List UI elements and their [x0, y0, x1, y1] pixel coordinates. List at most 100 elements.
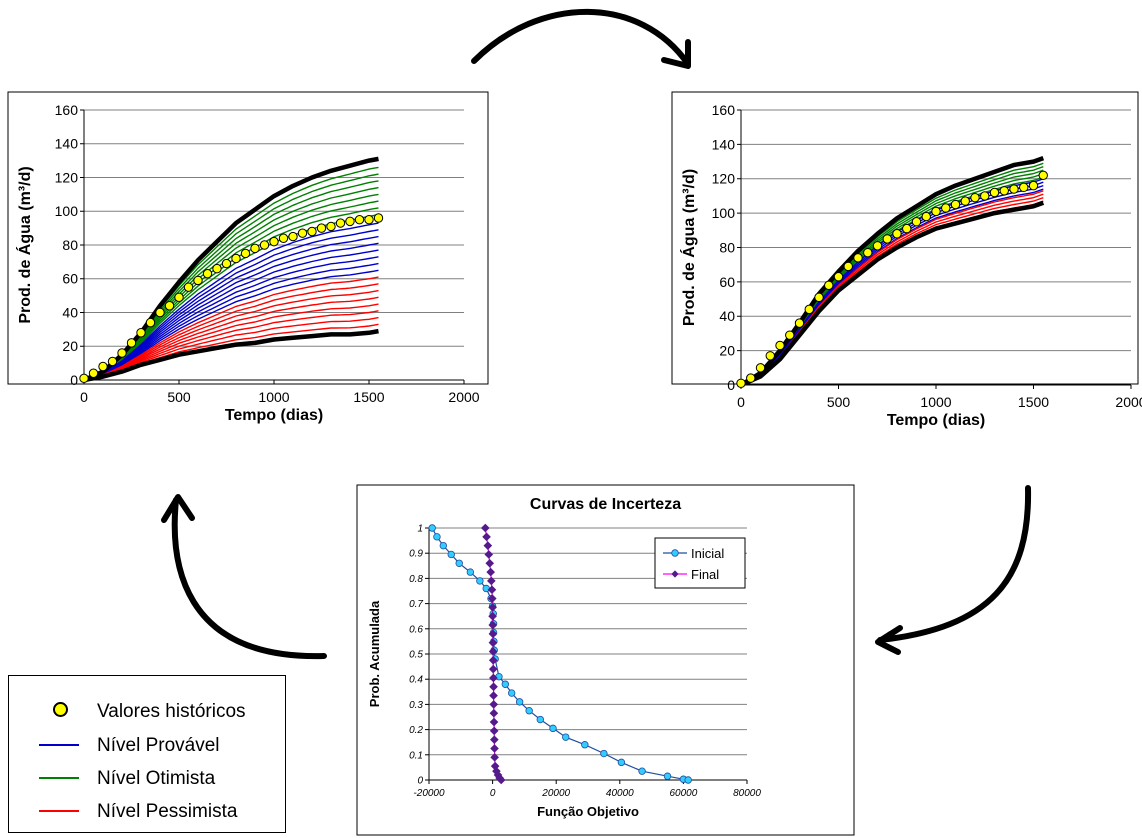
historical-point [794, 318, 805, 328]
final-point [489, 726, 499, 736]
chart-bottom: 00.10.20.30.40.50.60.70.80.91-20000 0 2000… [356, 484, 855, 836]
y-tick-label: 0 [70, 372, 78, 388]
chart-title: Curvas de Incerteza [530, 496, 681, 513]
legend-item-historical: Valores históricos [9, 698, 285, 728]
final-point [489, 717, 499, 727]
y-tick-label: 80 [62, 237, 78, 253]
x-tick-label: 2000 [448, 389, 479, 405]
historical-point [921, 211, 931, 222]
final-point [483, 541, 493, 550]
final-point [490, 753, 499, 762]
historical-point [126, 338, 137, 348]
scenario-curve [83, 303, 379, 381]
historical-point [911, 217, 922, 227]
scenario-curve [83, 242, 379, 381]
historical-point [872, 241, 883, 251]
inicial-point [439, 541, 448, 550]
historical-point [79, 373, 89, 384]
historical-point [833, 272, 844, 282]
historical-point [202, 268, 213, 279]
historical-point [765, 351, 775, 361]
y-tick-label: 0.6 [409, 624, 423, 635]
y-tick-label: 40 [719, 308, 735, 324]
scenario-curve [83, 262, 379, 381]
inicial-point [600, 749, 608, 758]
y-tick-label: 1 [417, 524, 423, 535]
historical-point [259, 240, 270, 250]
historical-point [863, 247, 873, 258]
legend-label: Valores históricos [97, 701, 246, 722]
inicial-point [447, 550, 455, 559]
final-point [490, 735, 499, 744]
historical-point [804, 304, 814, 315]
y-tick-label: 160 [712, 102, 736, 118]
arrow-right-icon-head [875, 625, 903, 655]
inicial-point [433, 533, 441, 541]
y-tick-label: 0.5 [409, 650, 423, 661]
y-axis-label: Prob. Acumulada [367, 600, 382, 707]
historical-point [989, 187, 1000, 198]
arrow-top-icon-head [661, 39, 691, 69]
scenario-curve [83, 289, 379, 381]
scenario-curve [83, 296, 379, 381]
final-point [488, 655, 498, 665]
historical-point [1019, 182, 1029, 193]
x-tick-label: 80000 [733, 788, 761, 799]
y-tick-label: 100 [55, 203, 79, 219]
historical-point [824, 280, 834, 291]
chart-left: 0 20 40 60 80 100 120 140 160 0 500 1000 1500 2000 Tem… [7, 91, 489, 424]
historical-marker-icon [53, 702, 68, 717]
y-tick-label: 60 [719, 274, 735, 290]
y-tick-label: 20 [719, 343, 735, 359]
inicial-point [684, 776, 692, 784]
historical-point [240, 248, 251, 259]
inicial-point [638, 767, 646, 775]
scenario-curve [83, 269, 379, 381]
historical-point [107, 356, 118, 367]
x-tick-label: 1500 [353, 389, 384, 405]
historical-point [980, 191, 990, 201]
y-tick-label: 100 [712, 205, 736, 221]
final-point [486, 567, 495, 577]
historical-point [814, 292, 824, 303]
y-tick-label: 120 [55, 169, 79, 185]
historical-point [843, 261, 853, 272]
y-tick-label: 80 [719, 239, 735, 255]
historical-point [892, 229, 902, 239]
historical-point [145, 317, 156, 328]
legend-series-label: Inicial [691, 546, 724, 561]
historical-point [902, 223, 912, 234]
historical-point [221, 258, 232, 269]
scenario-curve [83, 256, 379, 381]
historical-point [297, 228, 308, 238]
inicial-point [428, 524, 436, 532]
final-point [482, 532, 491, 542]
inicial-point [617, 758, 626, 767]
historical-point [307, 226, 317, 237]
legend-item-provavel: Nível Provável [9, 732, 285, 762]
historical-point [755, 363, 766, 373]
chart-right: 0 20 40 60 80 100 120 140 160 0 500 1000 1500 2000 Tem… [671, 91, 1142, 429]
x-axis-label: Tempo (dias) [887, 412, 985, 429]
y-tick-label: 0 [417, 776, 423, 787]
historical-point [1009, 184, 1019, 194]
x-tick-label: 40000 [606, 788, 634, 799]
y-tick-label: 120 [712, 171, 736, 187]
legend-swatch-marker [671, 570, 679, 578]
historical-point [853, 253, 863, 263]
historical-point [288, 231, 298, 242]
historical-point [354, 214, 365, 225]
historical-point [931, 206, 941, 217]
final-point [489, 673, 498, 683]
inicial-point [663, 772, 672, 780]
arrow-top-icon-shaft [471, 8, 691, 67]
final-point [488, 664, 498, 674]
x-tick-label: 0 [80, 389, 88, 405]
historical-point [882, 234, 892, 244]
inicial-point [466, 568, 475, 576]
scenario-curve [83, 229, 379, 381]
historical-point [164, 301, 175, 311]
historical-point [746, 373, 756, 383]
historical-point [960, 196, 970, 206]
